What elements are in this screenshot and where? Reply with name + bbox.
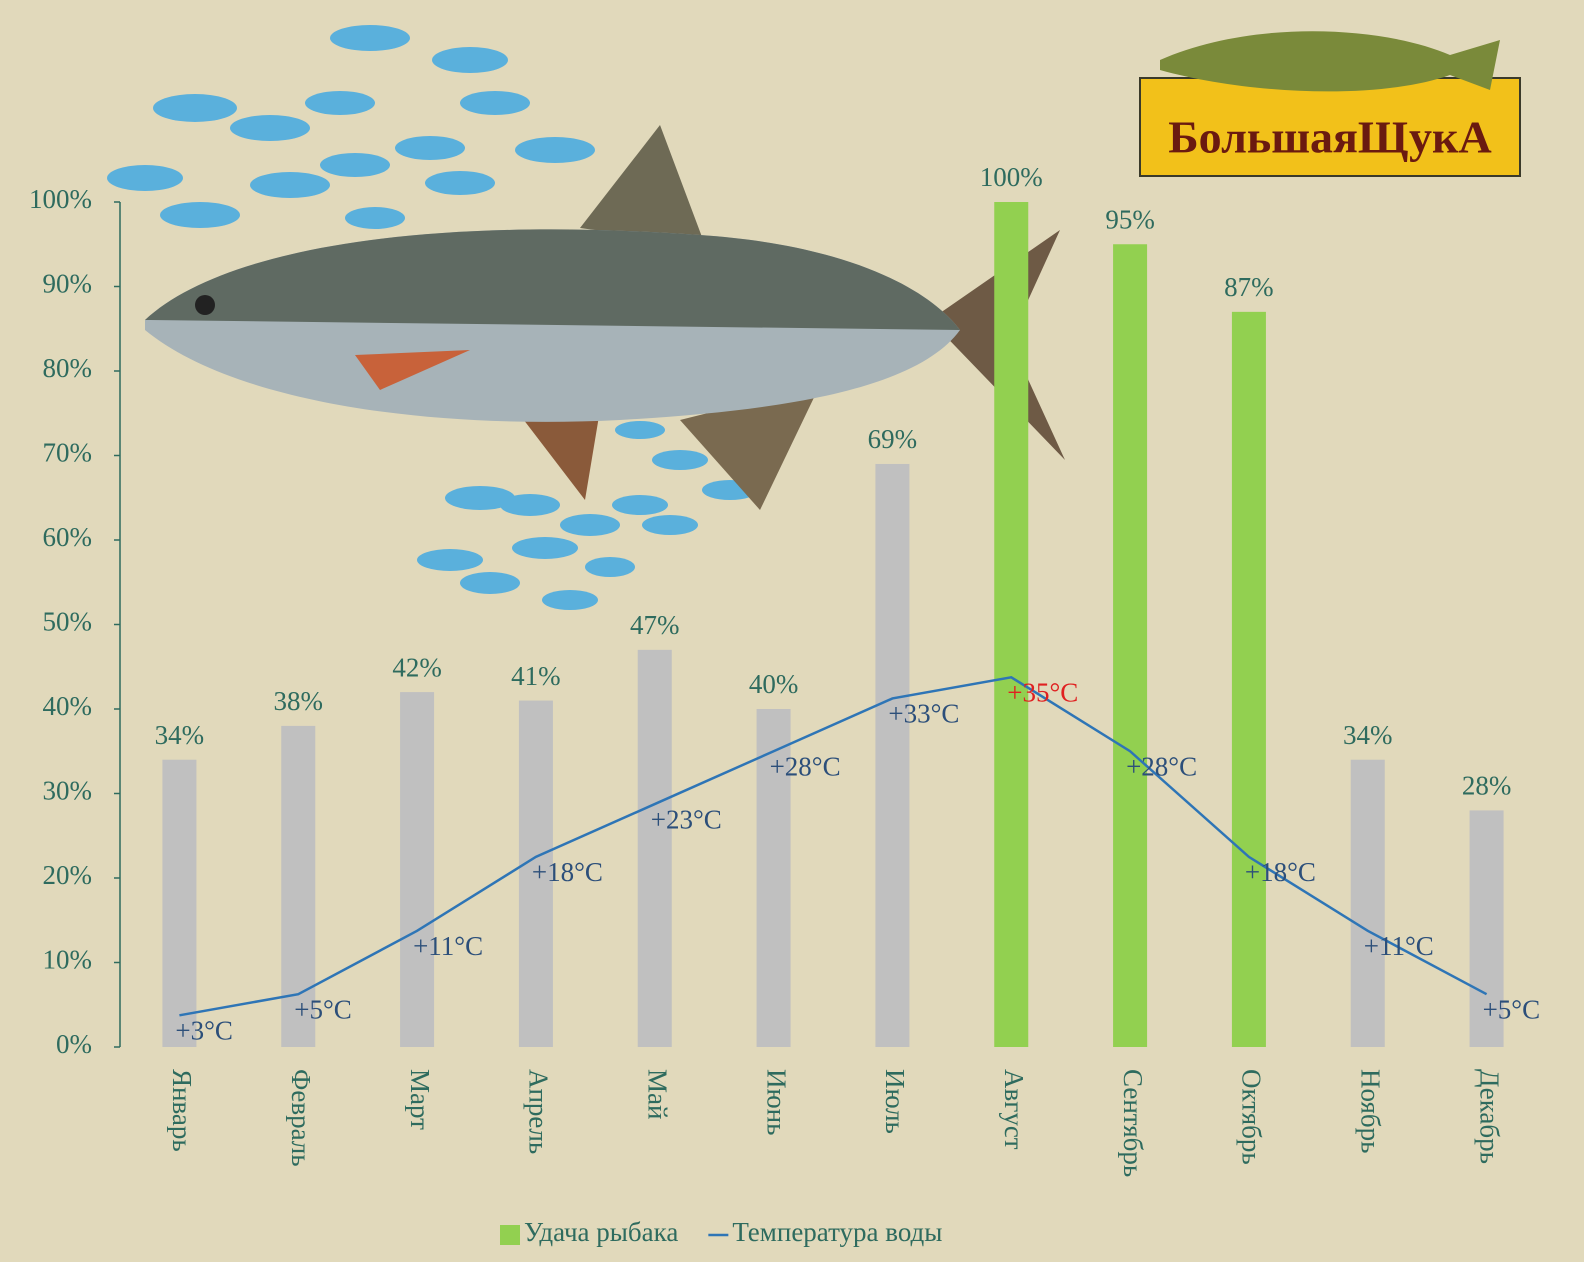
line-value-label: +23°C — [651, 804, 722, 834]
x-tick-label: Октябрь — [1237, 1069, 1267, 1165]
line-value-label: +28°C — [1126, 751, 1197, 781]
y-tick-label: 60% — [43, 522, 93, 552]
bar-value-label: 47% — [630, 610, 680, 640]
line-value-label: +28°C — [770, 751, 841, 781]
x-tick-label: Май — [643, 1069, 673, 1119]
bar-value-label: 41% — [511, 661, 561, 691]
y-tick-label: 90% — [43, 269, 93, 299]
bar — [400, 692, 434, 1047]
line-value-label: +18°C — [1245, 857, 1316, 887]
bar-value-label: 40% — [749, 669, 799, 699]
line-value-label: +33°C — [888, 699, 959, 729]
legend-label: Удача рыбака — [524, 1217, 678, 1247]
bar-value-label: 28% — [1462, 771, 1512, 801]
bar — [638, 650, 672, 1047]
line-value-label: +35°C — [1007, 678, 1078, 708]
page: БольшаяЩукА Удача рыбака Температура воды… — [0, 0, 1584, 1262]
line-value-label: +5°C — [1483, 994, 1541, 1024]
line-value-label: +5°C — [294, 994, 352, 1024]
x-tick-label: Сентябрь — [1118, 1069, 1148, 1177]
line-value-label: +11°C — [413, 931, 483, 961]
y-tick-label: 30% — [43, 776, 93, 806]
x-tick-label: Январь — [167, 1069, 197, 1152]
y-tick-label: 40% — [43, 691, 93, 721]
line-value-label: +18°C — [532, 857, 603, 887]
bar — [1232, 312, 1266, 1047]
y-tick-label: 20% — [43, 860, 93, 890]
bar-value-label: 95% — [1105, 204, 1155, 234]
line-value-label: +11°C — [1364, 931, 1434, 961]
chart: БольшаяЩукА Удача рыбака Температура воды… — [0, 0, 1584, 1262]
x-tick-label: Июнь — [761, 1069, 791, 1135]
bar-value-label: 34% — [1343, 720, 1393, 750]
bar — [1113, 244, 1147, 1047]
x-tick-label: Декабрь — [1474, 1069, 1504, 1164]
bar-value-label: 34% — [155, 720, 205, 750]
x-tick-label: Ноябрь — [1356, 1069, 1386, 1153]
line-value-label: +3°C — [175, 1016, 233, 1046]
y-tick-label: 50% — [43, 607, 93, 637]
bar-value-label: 38% — [274, 686, 324, 716]
bar-value-label: 100% — [980, 162, 1043, 192]
y-tick-label: 100% — [29, 184, 92, 214]
y-tick-label: 10% — [43, 945, 93, 975]
bar — [1351, 760, 1385, 1047]
y-tick-label: 80% — [43, 353, 93, 383]
bar-value-label: 87% — [1224, 272, 1274, 302]
legend-label: Температура воды — [732, 1217, 942, 1247]
logo-text: БольшаяЩукА — [1168, 112, 1491, 163]
bar — [162, 760, 196, 1047]
x-tick-label: Август — [999, 1069, 1029, 1150]
x-tick-label: Февраль — [286, 1069, 316, 1167]
legend-swatch — [500, 1225, 520, 1245]
bar — [875, 464, 909, 1047]
y-tick-label: 70% — [43, 438, 93, 468]
x-tick-label: Июль — [880, 1069, 910, 1134]
y-tick-label: 0% — [56, 1029, 92, 1059]
bar-value-label: 42% — [392, 652, 442, 682]
logo: БольшаяЩукА — [1140, 31, 1520, 176]
bar — [994, 202, 1028, 1047]
x-tick-label: Апрель — [524, 1069, 554, 1154]
bar-value-label: 69% — [868, 424, 918, 454]
x-tick-label: Март — [405, 1069, 435, 1130]
